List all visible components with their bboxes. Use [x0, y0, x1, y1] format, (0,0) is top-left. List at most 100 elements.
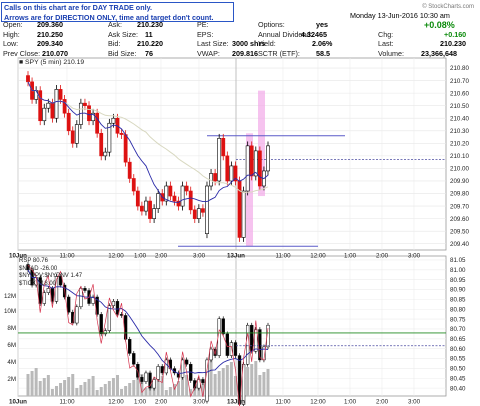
- rsp-bar: [229, 342, 234, 356]
- rsp-bar: [132, 353, 136, 365]
- candle-body: [38, 90, 43, 122]
- panel-frame-1: [17, 57, 447, 251]
- candle-body: [107, 122, 112, 153]
- rsp-bar: [75, 306, 79, 324]
- rsp-tick-label: 80.50: [450, 366, 466, 373]
- open-label: Open:: [3, 20, 23, 29]
- rsp-moving-average: [27, 269, 269, 374]
- candle-body: [233, 165, 238, 182]
- price-tick-label: 209.90: [450, 178, 469, 185]
- time-tick-label-bottom: 2:00: [376, 399, 389, 406]
- time-tick-label-top: 10Jun: [9, 253, 27, 260]
- volume-value: 23,366,648: [421, 48, 457, 58]
- main-series-label: ■ SPY (5 min) 210.19: [19, 59, 85, 66]
- open-value: 209.360: [37, 20, 63, 29]
- legend-nyupv: $NYUPV:$NYDNV 1.47: [19, 273, 83, 280]
- volume-bar: [254, 361, 258, 396]
- tick-line: [27, 264, 269, 406]
- time-tick-label-bottom: 10Jun: [9, 399, 27, 406]
- rsp-tick-label: 80.70: [450, 326, 466, 333]
- candle-body: [241, 190, 246, 238]
- lower-legend: RSP 80.76 $NYAD -26.00 $NYUPV:$NYDNV 1.4…: [19, 258, 82, 288]
- rsp-bar: [156, 366, 160, 380]
- volume-bar: [233, 376, 237, 396]
- ask-size-value: 11: [145, 29, 153, 39]
- volume-bar: [164, 390, 168, 396]
- volume-bar: [185, 375, 189, 396]
- candle-body: [249, 145, 254, 177]
- time-tick-label-bottom: 1:00: [134, 399, 147, 406]
- candle-body: [83, 102, 87, 106]
- candle-body: [87, 105, 91, 122]
- time-tick-label-bottom: 13Jun: [227, 399, 245, 406]
- pct-change: +0.08%: [424, 20, 455, 30]
- candle-body: [266, 145, 270, 172]
- price-tick-label: 209.70: [450, 203, 469, 210]
- time-tick-label-top: 2:00: [376, 253, 389, 260]
- candle-body: [201, 208, 205, 213]
- volume-bar: [193, 386, 197, 396]
- candle-body: [95, 112, 100, 134]
- volume-bar: [99, 387, 103, 396]
- rsp-bar: [254, 329, 258, 352]
- candle-body: [176, 200, 181, 207]
- time-tick-label-bottom: 1:00: [344, 399, 357, 406]
- volume-bar: [266, 369, 270, 396]
- volume-tick-label: 12M: [4, 293, 16, 300]
- price-tick-label: 210.30: [450, 128, 469, 135]
- price-tick-label: 210.60: [450, 90, 469, 97]
- bid-size-value: 76: [145, 48, 153, 58]
- candle-body: [217, 138, 222, 182]
- time-tick-label-top: 1:00: [134, 253, 147, 260]
- candle-body: [99, 132, 104, 157]
- rsp-bar: [38, 277, 42, 304]
- bid-label: Bid:: [108, 39, 121, 48]
- rsp-tick-label: 80.80: [450, 306, 466, 313]
- volume-bar: [246, 367, 250, 396]
- low-value: 209.340: [37, 39, 63, 48]
- candle-body: [139, 205, 144, 212]
- volume-tick-label: 6M: [7, 342, 16, 349]
- prev-close-value: 210.070: [42, 48, 68, 58]
- volume-tick-label: 2M: [7, 376, 16, 383]
- volume-bar: [124, 386, 128, 396]
- price-tick-label: 210.10: [450, 153, 469, 160]
- rsp-tick-label: 80.60: [450, 346, 466, 353]
- price-tick-label: 209.40: [450, 241, 469, 248]
- main-series-text: SPY (5 min) 210.19: [25, 59, 85, 66]
- rsp-tick-label: 81.00: [450, 267, 466, 274]
- candle-body: [245, 145, 250, 192]
- rsp-bar: [99, 314, 103, 335]
- rsp-bar: [152, 379, 156, 389]
- pe-label: PE:: [197, 20, 209, 29]
- volume-bar: [160, 376, 164, 396]
- rsp-bar: [111, 301, 116, 306]
- yield-label: Yield:: [258, 39, 276, 48]
- ask-value: 210.230: [137, 20, 163, 29]
- note-line-1: Calls on this chart are for DAY TRADE on…: [4, 3, 153, 12]
- price-tick-label: 210.70: [450, 78, 469, 85]
- volume-bar: [136, 377, 140, 396]
- rsp-tick-label: 80.45: [450, 375, 466, 382]
- time-tick-label-top: 12:00: [310, 253, 326, 260]
- volume-bar: [50, 389, 54, 396]
- watermark: © StockCharts.com: [422, 4, 474, 10]
- volume-bar: [83, 382, 87, 396]
- volume-bar: [30, 371, 34, 396]
- volume-bar: [156, 379, 160, 396]
- rsp-bar: [83, 288, 87, 291]
- rsp-tick-label: 81.05: [450, 257, 466, 264]
- volume-bar: [59, 383, 63, 396]
- candle-body: [168, 185, 173, 197]
- rsp-bar: [184, 359, 189, 365]
- high-value: 210.250: [37, 29, 63, 39]
- time-tick-label-top: 12:00: [108, 253, 124, 260]
- rsp-bar: [128, 339, 132, 354]
- candle-body: [42, 107, 47, 122]
- time-tick-label-top: 11:00: [59, 253, 75, 260]
- rsp-bar: [148, 372, 152, 389]
- rsp-bar: [225, 333, 229, 356]
- dividend-value: 4.32465: [301, 29, 327, 39]
- candle-body: [205, 185, 209, 234]
- volume-bar: [95, 390, 99, 396]
